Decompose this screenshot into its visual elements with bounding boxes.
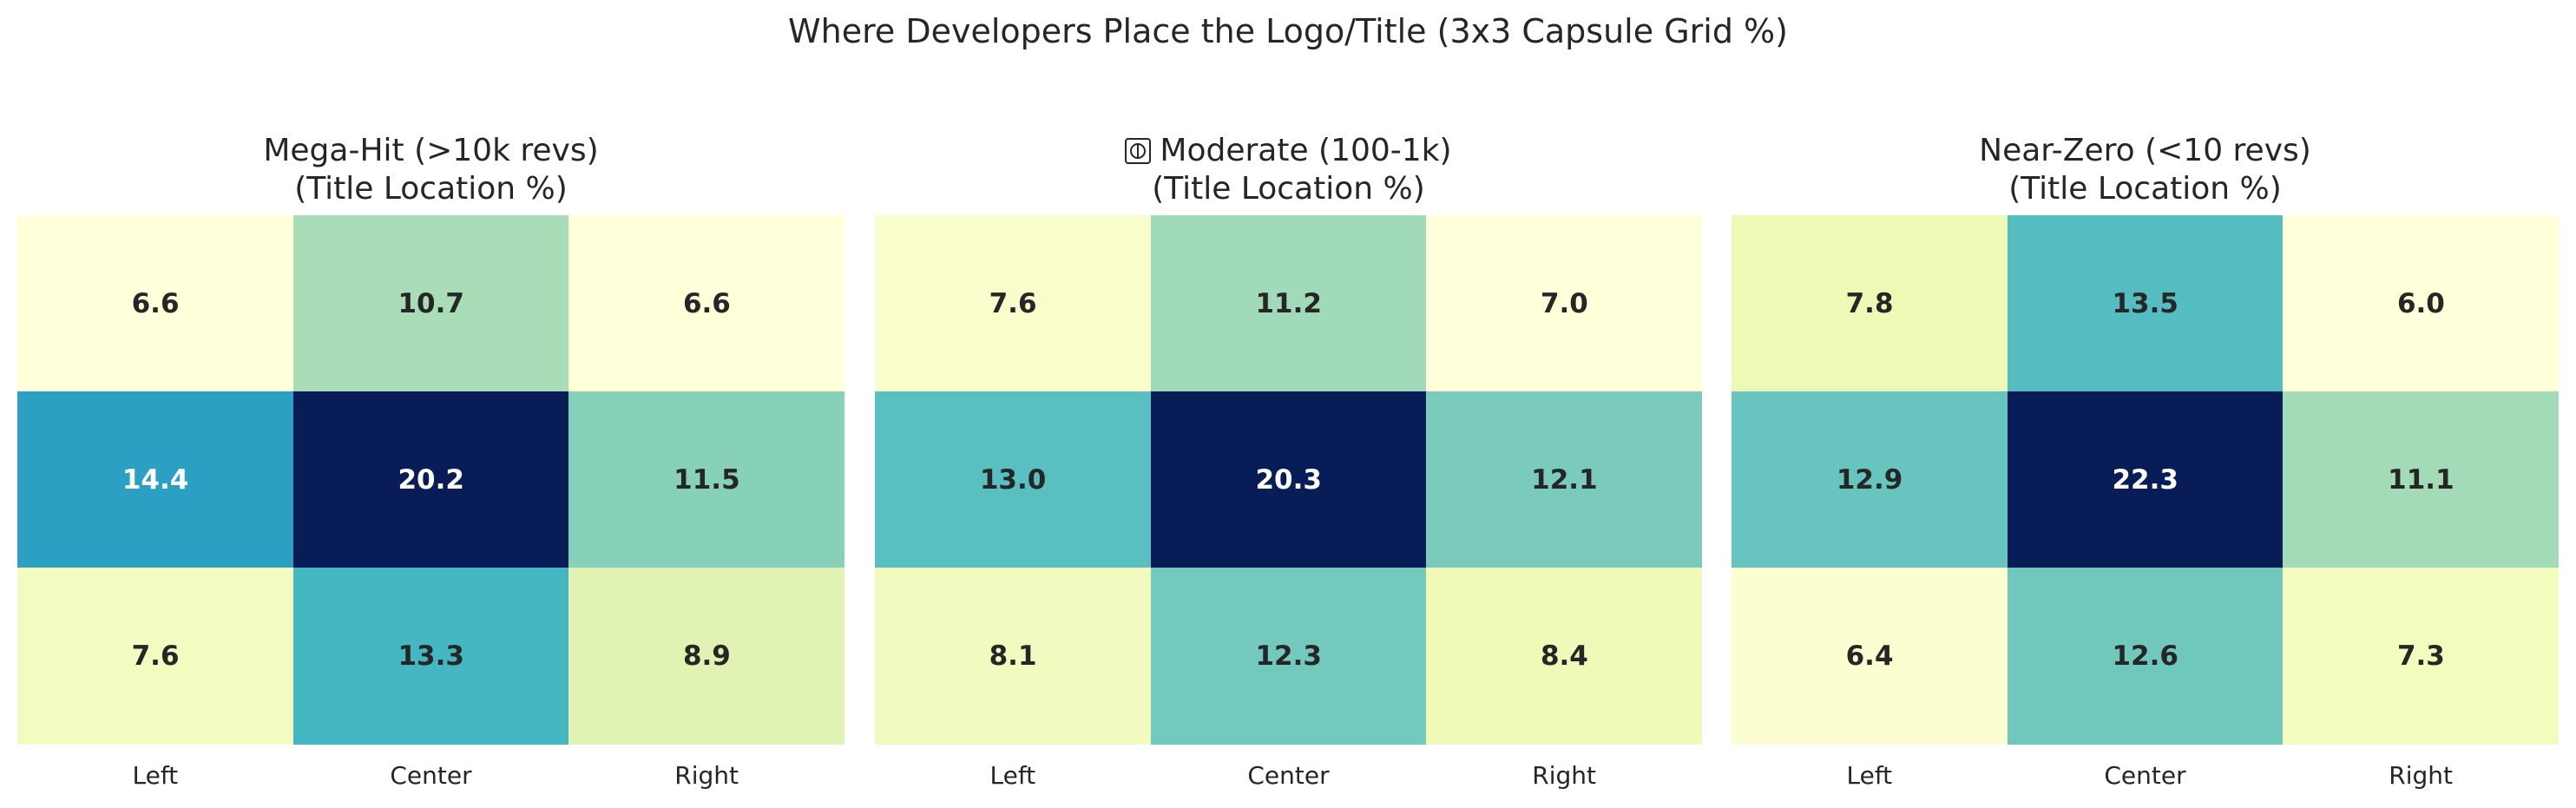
cell-value-label: 6.0	[2396, 287, 2445, 319]
heatmap-panel-mega-hit: Mega-Hit (>10k revs) (Title Location %) …	[17, 0, 845, 808]
cell-value-label: 13.0	[979, 463, 1047, 496]
cell-value-label: 11.1	[2388, 463, 2454, 496]
cell-value-label: 22.3	[2112, 463, 2178, 496]
heatmap-cell-r1-c1: 20.3	[1150, 391, 1427, 568]
heatmap-cell-r2-c0: 8.1	[875, 568, 1152, 745]
heatmap-cell-r1-c2: 12.1	[1426, 391, 1703, 568]
panel-title-line2: (Title Location %)	[2008, 171, 2282, 207]
heatmap-cell-r0-c0: 6.6	[17, 215, 294, 392]
cell-value-label: 20.3	[1255, 463, 1322, 496]
heatmap-cell-r1-c2: 11.1	[2283, 391, 2560, 568]
cell-value-label: 8.4	[1540, 640, 1588, 672]
heatmap-grid: 6.6 10.7 6.6 14.4 20.2 11.5 7.6 13.3 8.9	[17, 215, 845, 745]
cell-value-label: 7.8	[1845, 287, 1894, 319]
x-tick-label-center: Center	[390, 761, 472, 790]
x-tick-label-left: Left	[1846, 761, 1893, 790]
cell-value-label: 8.9	[682, 640, 731, 672]
heatmap-cell-r0-c0: 7.8	[1732, 215, 2008, 392]
cell-value-label: 11.2	[1255, 287, 1322, 319]
heatmap-cell-r0-c1: 10.7	[292, 215, 569, 392]
panel-title-line1: Moderate (100-1k)	[875, 132, 1702, 170]
panel-title-line1-text: Moderate (100-1k)	[1160, 133, 1452, 168]
cell-value-label: 14.4	[122, 463, 189, 496]
panel-title-line2: (Title Location %)	[294, 171, 568, 207]
heatmap-grid: 7.6 11.2 7.0 13.0 20.3 12.1 8.1 12.3 8.4	[875, 215, 1703, 745]
x-tick-label-left: Left	[132, 761, 179, 790]
heatmap-cell-r2-c2: 7.3	[2283, 568, 2560, 745]
heatmap-cell-r0-c0: 7.6	[875, 215, 1152, 392]
cell-value-label: 12.1	[1531, 463, 1598, 496]
heatmap-grid: 7.8 13.5 6.0 12.9 22.3 11.1 6.4 12.6 7.3	[1732, 215, 2560, 745]
cell-value-label: 13.3	[398, 640, 464, 672]
heatmap-cell-r2-c0: 7.6	[17, 568, 294, 745]
cell-value-label: 13.5	[2112, 287, 2178, 319]
cell-value-label: 6.6	[682, 287, 731, 319]
x-tick-label-left: Left	[989, 761, 1036, 790]
heatmap-cell-r1-c1: 22.3	[2007, 391, 2284, 568]
cell-value-label: 7.6	[131, 640, 180, 672]
heatmap-cell-r0-c2: 7.0	[1426, 215, 1703, 392]
cell-value-label: 12.3	[1255, 640, 1322, 672]
heatmap-cell-r2-c2: 8.9	[568, 568, 845, 745]
x-tick-label-right: Right	[2389, 761, 2454, 790]
cell-value-label: 12.6	[2112, 640, 2178, 672]
heatmap-cell-r2-c0: 6.4	[1732, 568, 2008, 745]
panel-title-line2: (Title Location %)	[1152, 171, 1425, 207]
heatmap-cell-r1-c0: 12.9	[1732, 391, 2008, 568]
heatmap-cell-r1-c2: 11.5	[568, 391, 845, 568]
cell-value-label: 20.2	[398, 463, 464, 496]
x-tick-label-center: Center	[1247, 761, 1330, 790]
heatmap-cell-r0-c1: 13.5	[2007, 215, 2284, 392]
cell-value-label: 6.6	[131, 287, 180, 319]
heatmap-cell-r2-c2: 8.4	[1426, 568, 1703, 745]
figure-title: Where Developers Place the Logo/Title (3…	[788, 12, 1788, 50]
panel-title: Moderate (100-1k) (Title Location %)	[875, 132, 1702, 208]
panel-title-line1: Mega-Hit (>10k revs)	[263, 133, 599, 168]
cell-value-label: 8.1	[989, 640, 1037, 672]
heatmap-panel-near-zero: Near-Zero (<10 revs) (Title Location %) …	[1732, 0, 2560, 808]
cell-value-label: 7.0	[1540, 287, 1588, 319]
heatmap-cell-r2-c1: 12.6	[2007, 568, 2284, 745]
cell-value-label: 7.3	[2396, 640, 2445, 672]
cell-value-label: 12.9	[1836, 463, 1903, 496]
cell-value-label: 7.6	[989, 287, 1037, 319]
globe-icon	[1125, 138, 1152, 164]
panel-title-line1: Near-Zero (<10 revs)	[1979, 133, 2311, 168]
heatmap-cell-r1-c0: 13.0	[875, 391, 1152, 568]
heatmap-panel-moderate: Moderate (100-1k) (Title Location %) 7.6…	[875, 0, 1703, 808]
cell-value-label: 6.4	[1845, 640, 1894, 672]
heatmap-cell-r0-c2: 6.6	[568, 215, 845, 392]
heatmap-cell-r0-c1: 11.2	[1150, 215, 1427, 392]
cell-value-label: 11.5	[674, 463, 740, 496]
heatmap-cell-r1-c1: 20.2	[292, 391, 569, 568]
panel-title: Near-Zero (<10 revs) (Title Location %)	[1732, 132, 2559, 208]
x-tick-label-right: Right	[1532, 761, 1597, 790]
cell-value-label: 10.7	[398, 287, 464, 319]
panel-title: Mega-Hit (>10k revs) (Title Location %)	[17, 132, 844, 208]
heatmap-cell-r2-c1: 12.3	[1150, 568, 1427, 745]
heatmap-cell-r1-c0: 14.4	[17, 391, 294, 568]
x-tick-label-center: Center	[2104, 761, 2186, 790]
heatmap-cell-r0-c2: 6.0	[2283, 215, 2560, 392]
heatmap-cell-r2-c1: 13.3	[292, 568, 569, 745]
x-tick-label-right: Right	[674, 761, 739, 790]
